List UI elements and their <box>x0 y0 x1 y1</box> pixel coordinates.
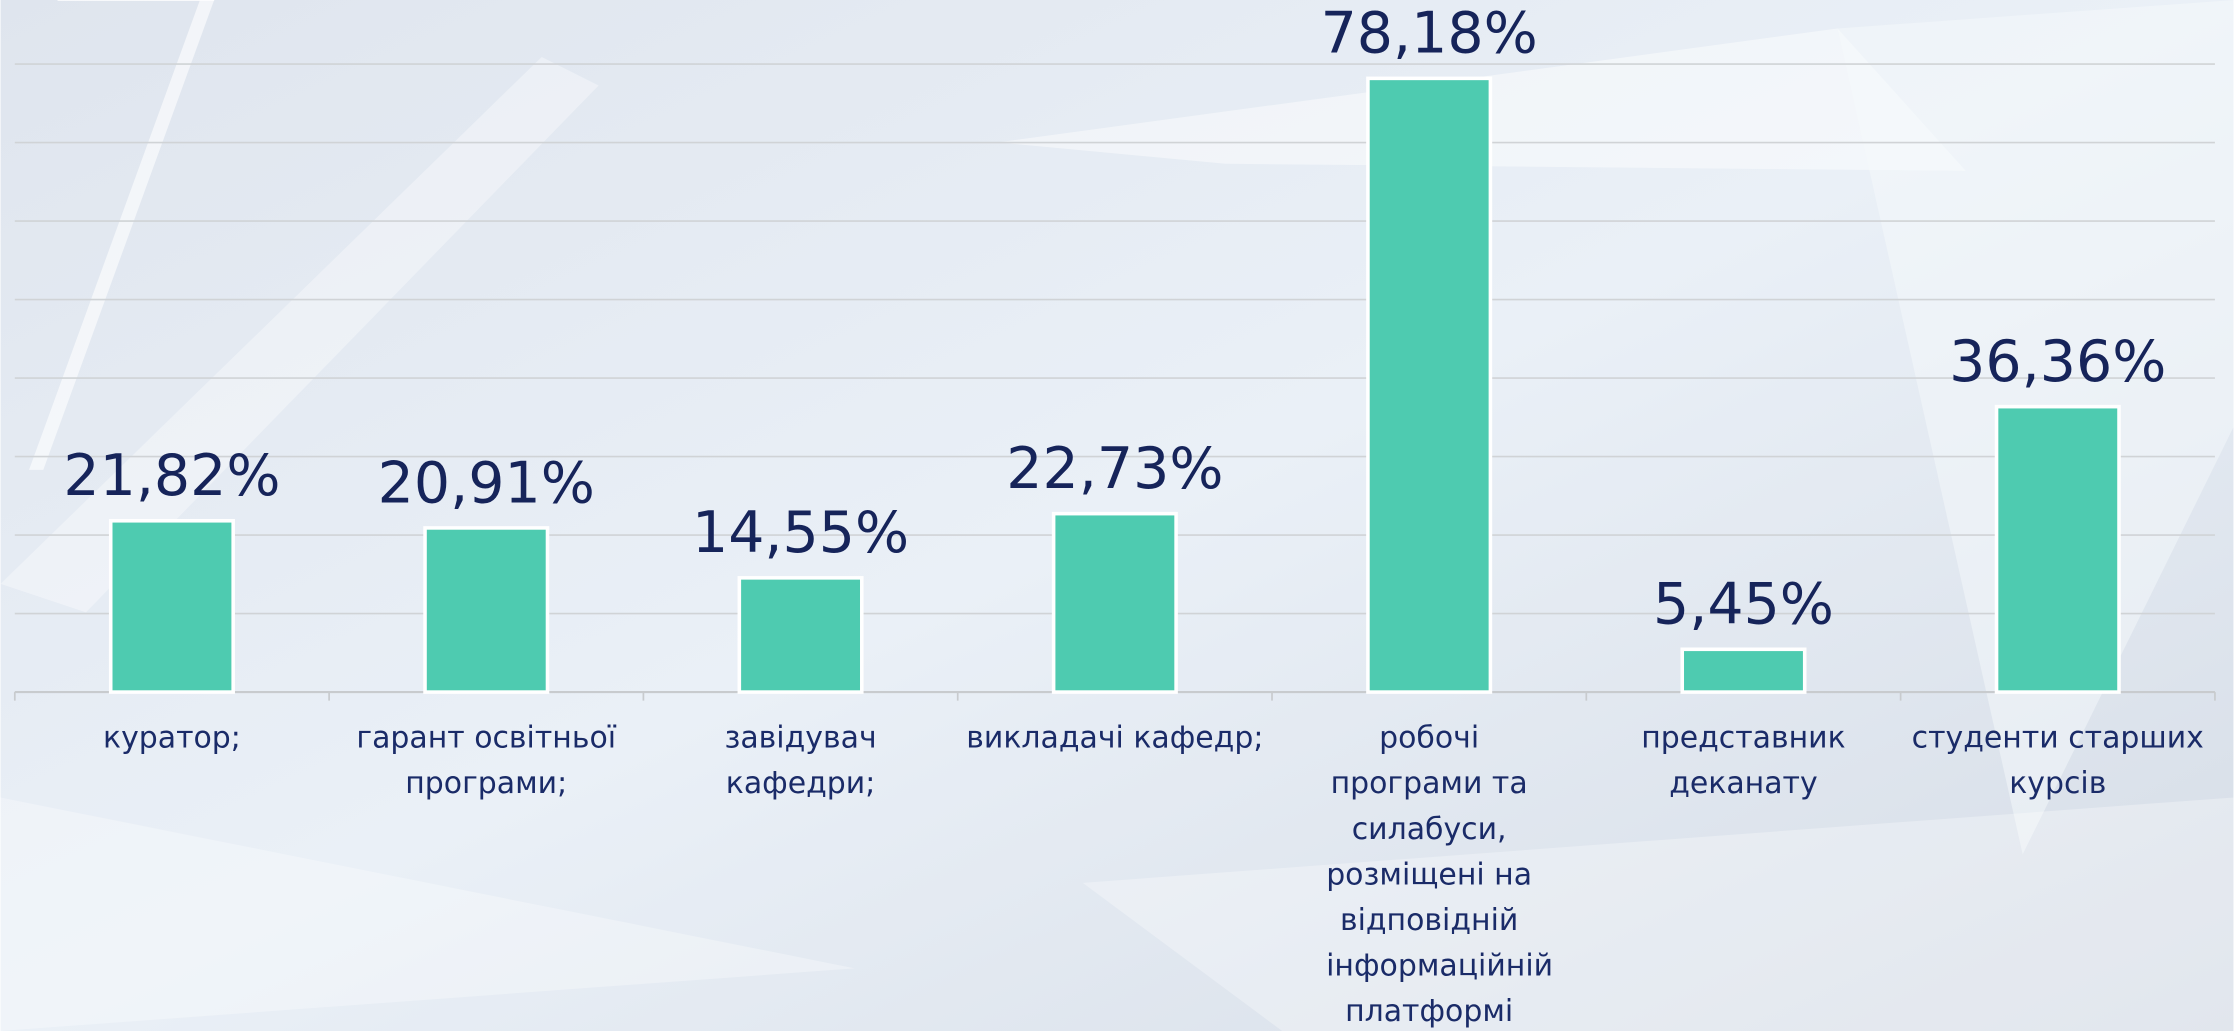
bar <box>423 526 550 694</box>
bar <box>1051 511 1178 694</box>
x-tick-label: куратор; <box>103 720 241 755</box>
data-label: 14,55% <box>692 500 909 566</box>
data-label: 78,18% <box>1321 1 1538 67</box>
bar <box>1680 647 1807 694</box>
x-tick-label: студенти старших курсів <box>1911 720 2204 801</box>
plot: 21,82% куратор; 20,91% гарант освітньої про… <box>13 1 2216 1029</box>
x-tick-label-box: студенти старших курсів <box>1911 720 2204 801</box>
x-tick-label-box: гарант освітньої програми; <box>356 720 617 801</box>
decor <box>0 56 599 613</box>
data-label: 36,36% <box>1949 329 2166 395</box>
x-tick-label-box: представник деканату <box>1641 720 1846 801</box>
data-label: 22,73% <box>1006 436 1223 502</box>
x-tick-label: представник деканату <box>1641 720 1846 801</box>
x-tick-label: викладачі кафедр; <box>966 720 1264 755</box>
data-label: 5,45% <box>1653 572 1834 638</box>
data-label: 21,82% <box>63 443 280 509</box>
x-tick-label: гарант освітньої програми; <box>356 720 617 801</box>
bar <box>737 576 864 694</box>
bar <box>108 519 235 694</box>
x-tick-label-box: куратор; <box>103 720 241 755</box>
x-tick-label-box: викладачі кафедр; <box>966 720 1264 755</box>
decor <box>1082 797 2234 1031</box>
bar <box>1994 404 2121 694</box>
x-tick-label: робочі програми та силабуси, розміщені н… <box>1326 720 1554 1029</box>
decor <box>29 0 215 470</box>
decor <box>0 797 855 1031</box>
data-label: 20,91% <box>378 450 595 516</box>
bar <box>1366 76 1493 694</box>
x-tick-label-box: робочі програми та силабуси, розміщені н… <box>1326 720 1554 1029</box>
x-tick-label-box: завідувач кафедри; <box>724 720 877 801</box>
x-tick-label: завідувач кафедри; <box>724 720 877 801</box>
